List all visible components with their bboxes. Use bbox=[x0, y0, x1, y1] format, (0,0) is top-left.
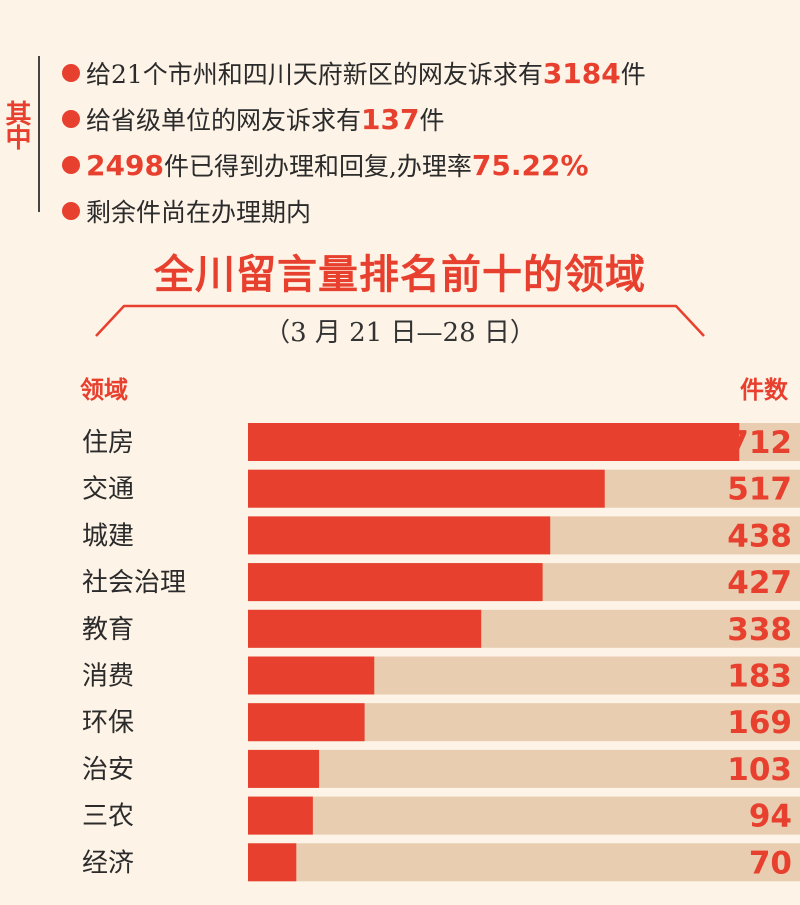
title-bracket bbox=[95, 304, 705, 337]
bar bbox=[248, 469, 605, 508]
value-label: 183 bbox=[727, 659, 792, 695]
value-label: 427 bbox=[727, 565, 792, 601]
value-label: 712 bbox=[727, 425, 792, 461]
bar bbox=[248, 516, 551, 555]
value-label: 70 bbox=[749, 845, 792, 881]
category-label: 城建 bbox=[82, 521, 134, 551]
value-label: 338 bbox=[727, 612, 792, 648]
summary-number: 3184 bbox=[542, 56, 621, 90]
bullet-dot-icon bbox=[62, 156, 80, 174]
bar bbox=[248, 796, 313, 835]
category-header: 领域 bbox=[80, 376, 128, 404]
category-label: 住房 bbox=[82, 428, 134, 458]
value-header: 件数 bbox=[740, 376, 788, 404]
category-label: 治安 bbox=[82, 755, 134, 785]
summary-item: 给省级单位的网友诉求有 137 件 bbox=[62, 96, 646, 142]
bar bbox=[248, 843, 297, 882]
summary-item: 给21个市州和四川天府新区的网友诉求有 3184 件 bbox=[62, 50, 646, 96]
chart-title: 全川留言量排名前十的领域 bbox=[154, 252, 646, 298]
summary-list: 给21个市州和四川天府新区的网友诉求有 3184 件 给省级单位的网友诉求有 1… bbox=[62, 50, 646, 234]
value-label: 438 bbox=[727, 518, 792, 554]
bullet-dot-icon bbox=[62, 64, 80, 82]
bracket-line bbox=[95, 304, 705, 337]
category-label: 三农 bbox=[82, 802, 134, 832]
bar bbox=[248, 749, 320, 788]
category-label: 教育 bbox=[82, 615, 134, 645]
value-label: 103 bbox=[727, 752, 792, 788]
summary-text: 剩余件尚在办理期内 bbox=[86, 198, 312, 227]
category-label: 交通 bbox=[82, 475, 134, 505]
value-label: 169 bbox=[727, 705, 792, 741]
category-label: 消费 bbox=[82, 662, 134, 692]
bar bbox=[248, 656, 375, 695]
bar-track bbox=[248, 796, 800, 835]
bullet-dot-icon bbox=[62, 202, 80, 220]
chart-subtitle: （3 月 21 日—28 日） bbox=[264, 318, 536, 348]
bar-track bbox=[248, 843, 800, 882]
summary-text: 件 bbox=[419, 106, 445, 135]
summary-text: 给21个市州和四川天府新区的网友诉求有 bbox=[86, 60, 543, 89]
category-label: 环保 bbox=[82, 708, 134, 738]
summary-text: 件已得到办理和回复,办理率 bbox=[163, 152, 472, 181]
side-divider bbox=[38, 56, 40, 212]
bar-track bbox=[248, 749, 800, 788]
summary-number: 137 bbox=[361, 102, 420, 136]
bar bbox=[248, 563, 543, 602]
summary-item: 2498 件已得到办理和回复,办理率 75.22% bbox=[62, 142, 646, 188]
bar bbox=[248, 703, 365, 742]
side-label: 其中 bbox=[1, 100, 31, 148]
value-label: 517 bbox=[727, 472, 792, 508]
summary-rate: 75.22% bbox=[471, 148, 589, 182]
value-label: 94 bbox=[749, 799, 792, 835]
summary-text: 件 bbox=[620, 60, 646, 89]
category-label: 经济 bbox=[82, 848, 134, 878]
bar bbox=[248, 423, 740, 461]
bullet-dot-icon bbox=[62, 110, 80, 128]
category-label: 社会治理 bbox=[82, 568, 186, 598]
summary-number: 2498 bbox=[86, 148, 164, 182]
bar bbox=[248, 609, 482, 648]
summary-item: 剩余件尚在办理期内 bbox=[62, 188, 646, 234]
summary-text: 给省级单位的网友诉求有 bbox=[86, 106, 362, 135]
